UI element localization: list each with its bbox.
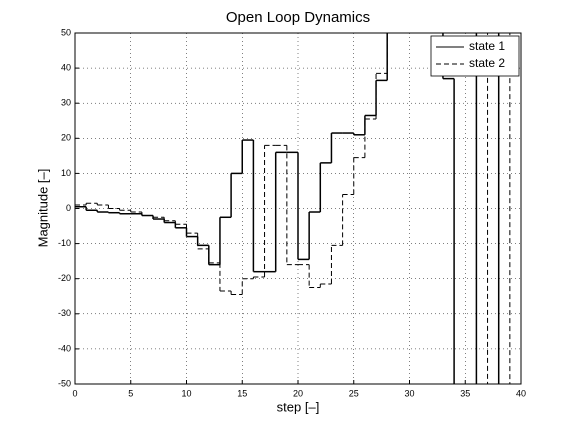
x-axis-label: step [–] [277,399,320,414]
y-tick-label: 0 [66,203,71,213]
x-tick-label: 20 [293,388,303,398]
legend-box [430,35,520,77]
grid [74,32,522,385]
chart-title: Open Loop Dynamics [226,9,370,26]
y-tick-label: 20 [61,133,71,143]
y-tick-label: -50 [58,378,71,388]
y-tick-label: -40 [58,343,71,353]
legend-label: state 1 [469,39,505,53]
y-tick-label: -20 [58,273,71,283]
x-tick-label: 10 [181,388,191,398]
y-tick-label: -30 [58,308,71,318]
y-axis-label: Magnitude [–] [35,169,50,248]
x-tick-label: 5 [128,388,133,398]
y-tick-label: 50 [61,27,71,37]
x-tick-label: 0 [72,388,77,398]
y-tick-label: 10 [61,168,71,178]
y-tick-label: 40 [61,62,71,72]
y-tick-label: 30 [61,98,71,108]
x-tick-label: 40 [516,388,526,398]
x-tick-label: 15 [237,388,247,398]
x-tick-label: 30 [404,388,414,398]
legend-label: state 2 [469,56,505,70]
y-tick-label: -10 [58,238,71,248]
x-tick-label: 35 [460,388,470,398]
x-tick-label: 25 [349,388,359,398]
legend: state 1 state 2 [430,35,520,77]
